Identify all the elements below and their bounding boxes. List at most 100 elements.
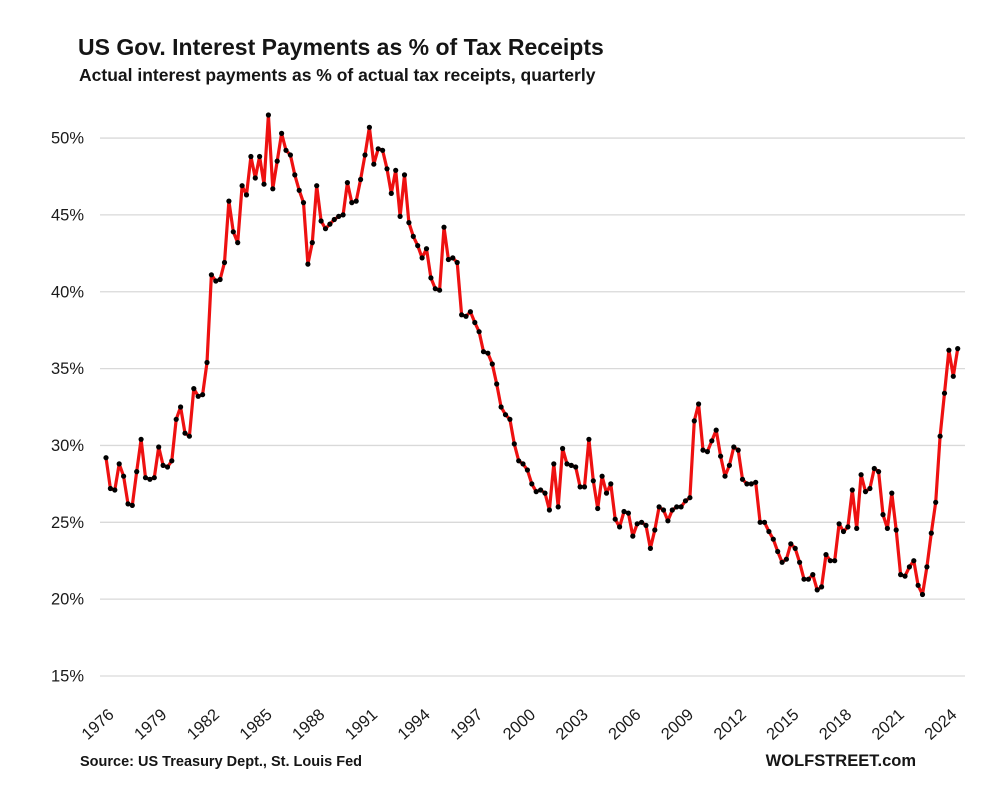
data-point-marker — [243, 192, 250, 198]
x-axis-tick-label: 1976 — [78, 706, 117, 744]
data-point-marker — [283, 147, 289, 153]
data-point-marker — [788, 541, 794, 547]
data-point-marker — [924, 564, 930, 570]
x-axis-tick-label: 2021 — [869, 706, 908, 744]
data-point-marker — [871, 465, 877, 472]
data-point-marker — [884, 525, 891, 532]
data-point-marker — [639, 519, 645, 525]
data-point-marker — [112, 487, 118, 493]
data-point-marker — [933, 499, 939, 505]
data-point-marker — [415, 243, 421, 249]
data-point-marker — [388, 190, 394, 196]
data-point-marker — [792, 545, 798, 552]
data-point-marker — [950, 373, 956, 379]
data-point-marker — [761, 519, 768, 525]
data-point-marker — [169, 458, 175, 464]
data-point-marker — [353, 198, 359, 204]
data-point-marker — [406, 220, 412, 226]
data-point-marker — [173, 416, 179, 422]
data-point-marker — [432, 286, 438, 292]
data-point-marker — [371, 161, 377, 167]
data-point-marker — [529, 481, 535, 487]
data-point-marker — [314, 183, 320, 189]
data-point-marker — [551, 461, 557, 467]
data-point-marker — [687, 495, 693, 501]
data-point-marker — [612, 516, 618, 522]
data-point-marker — [862, 489, 869, 495]
data-point-marker — [472, 319, 478, 326]
data-point-marker — [467, 309, 473, 315]
data-point-marker — [867, 485, 873, 492]
data-point-marker — [151, 475, 157, 481]
data-point-marker — [129, 502, 135, 508]
data-point-marker — [257, 153, 263, 160]
data-point-marker — [362, 152, 368, 158]
data-point-marker — [564, 461, 570, 467]
data-point-marker — [520, 461, 526, 467]
chart-subtitle: Actual interest payments as % of actual … — [79, 65, 596, 85]
data-point-marker — [265, 112, 271, 118]
data-point-marker — [419, 255, 425, 261]
data-point-marker — [955, 346, 961, 352]
data-point-marker — [191, 386, 197, 392]
data-point-marker — [731, 444, 737, 450]
data-point-marker — [292, 172, 298, 178]
x-axis-tick-label: 1988 — [289, 706, 328, 744]
data-point-marker — [805, 576, 812, 582]
x-axis-tick-label: 1982 — [184, 706, 223, 744]
data-point-marker — [230, 229, 236, 235]
data-point-marker — [810, 572, 816, 578]
data-point-marker — [147, 476, 153, 482]
data-point-marker — [397, 213, 403, 219]
data-point-marker — [366, 124, 372, 130]
data-point-marker — [669, 507, 675, 513]
data-point-marker — [722, 473, 728, 479]
data-point-marker — [300, 200, 307, 206]
data-point-marker — [200, 392, 206, 398]
data-point-marker — [450, 255, 456, 261]
data-point-marker — [445, 256, 451, 263]
data-point-marker — [682, 498, 689, 504]
data-point-marker — [340, 212, 346, 218]
data-point-marker — [393, 167, 399, 173]
data-point-marker — [305, 261, 311, 267]
data-point-marker — [125, 501, 131, 507]
data-point-marker — [208, 272, 214, 278]
data-point-marker — [634, 521, 640, 527]
data-point-marker — [463, 313, 469, 319]
data-point-marker — [691, 418, 697, 424]
data-point-marker — [906, 564, 913, 570]
data-point-marker — [261, 181, 267, 187]
data-point-marker — [555, 504, 561, 510]
data-point-marker — [941, 390, 948, 396]
data-point-marker — [770, 536, 776, 542]
data-point-marker — [221, 259, 228, 266]
data-point-marker — [560, 445, 566, 452]
data-point-marker — [410, 233, 416, 239]
data-point-marker — [814, 587, 820, 593]
data-point-marker — [617, 524, 623, 530]
data-point-marker — [103, 455, 109, 461]
x-axis-tick-label: 2006 — [605, 706, 644, 744]
data-point-marker — [459, 312, 465, 318]
data-point-marker — [946, 347, 952, 353]
data-point-marker — [849, 487, 855, 493]
data-point-marker — [603, 490, 610, 496]
data-point-marker — [358, 176, 364, 183]
data-point-marker — [840, 528, 847, 535]
data-point-marker — [753, 479, 759, 485]
data-point-marker — [498, 404, 504, 410]
data-point-marker — [836, 521, 842, 527]
data-point-marker — [709, 438, 715, 444]
y-axis-tick-label: 30% — [51, 437, 84, 455]
x-axis-tick-label: 2018 — [816, 706, 855, 744]
data-point-marker — [318, 218, 324, 224]
data-point-marker — [384, 166, 390, 172]
data-point-marker — [380, 147, 386, 153]
data-point-marker — [845, 524, 851, 530]
data-point-marker — [704, 449, 711, 455]
data-point-marker — [783, 556, 790, 562]
data-point-marker — [213, 278, 219, 284]
